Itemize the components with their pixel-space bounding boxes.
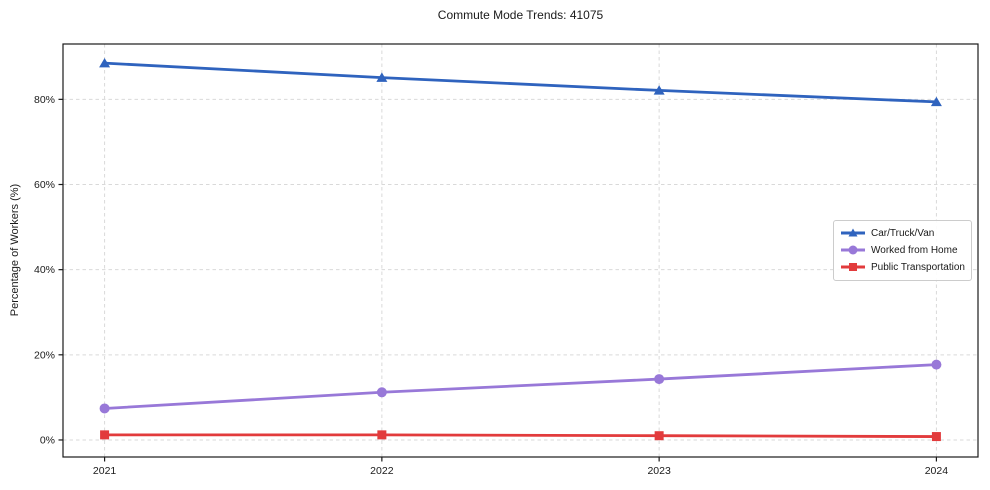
- legend-marker-circle-icon: [841, 245, 865, 255]
- y-tick-label: 20%: [34, 349, 55, 361]
- data-point-triangle: [653, 85, 665, 95]
- x-tick-label: 2024: [925, 465, 949, 477]
- legend-item: Public Transportation: [840, 260, 965, 274]
- data-point-circle: [99, 403, 110, 414]
- legend-label: Public Transportation: [871, 261, 965, 273]
- x-tick-label: 2023: [647, 465, 671, 477]
- series-line-square: [103, 433, 938, 438]
- legend-label: Worked from Home: [871, 244, 958, 256]
- data-point-square: [100, 430, 110, 440]
- data-point-triangle: [930, 96, 942, 107]
- data-point-circle: [931, 359, 942, 370]
- data-point-square: [931, 432, 941, 442]
- plot-border: [62, 43, 979, 458]
- legend-marker-triangle-icon: [841, 228, 865, 237]
- legend-item: Car/Truck/Van: [840, 226, 965, 240]
- data-point-triangle: [99, 57, 111, 68]
- legend-item: Worked from Home: [840, 243, 965, 257]
- y-tick-label: 0%: [40, 434, 55, 446]
- y-tick-label: 40%: [34, 264, 55, 276]
- data-point-circle: [654, 374, 665, 385]
- data-point-square: [377, 430, 387, 440]
- series-line-circle: [103, 363, 938, 410]
- y-tick-label: 80%: [34, 94, 55, 106]
- y-tick-label: 60%: [34, 179, 55, 191]
- legend-label: Car/Truck/Van: [871, 227, 935, 239]
- data-point-circle: [376, 387, 387, 398]
- legend: Car/Truck/Van Worked from Home Public Tran…: [833, 220, 972, 281]
- data-point-square: [654, 431, 664, 441]
- series-line-triangle: [103, 61, 938, 104]
- x-tick-label: 2022: [370, 465, 394, 477]
- chart-title: Commute Mode Trends: 41075: [437, 8, 604, 22]
- data-point-triangle: [376, 72, 388, 82]
- legend-marker-square-icon: [841, 263, 865, 271]
- x-tick-label: 2021: [93, 465, 117, 477]
